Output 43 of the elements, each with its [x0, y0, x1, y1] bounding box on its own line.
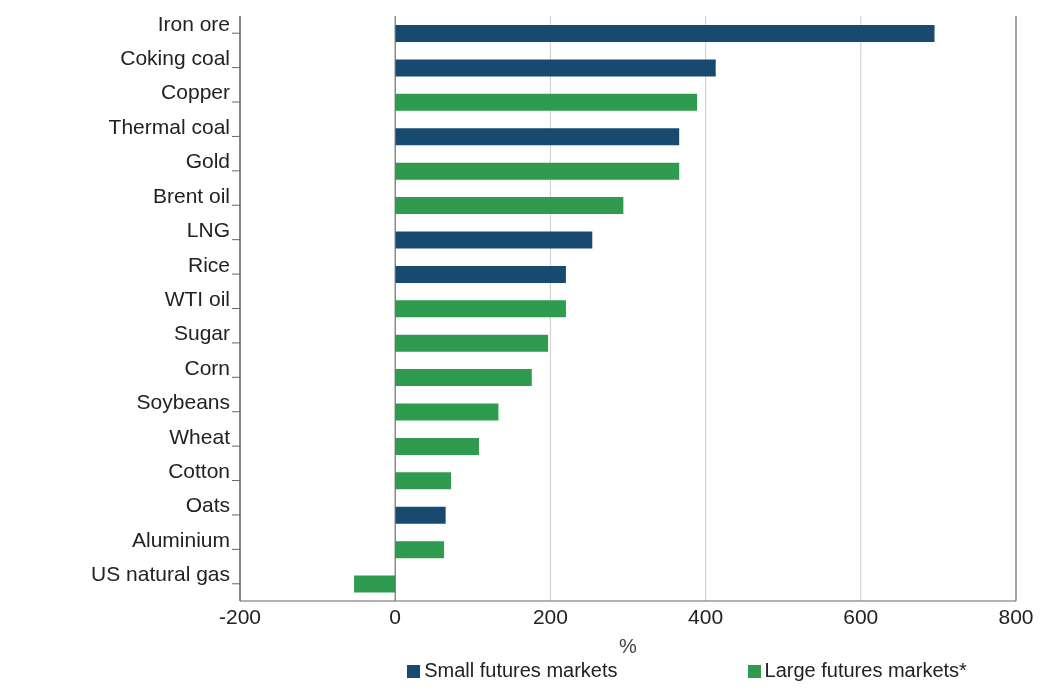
- bar: [395, 334, 549, 352]
- bar: [395, 437, 480, 455]
- bar: [395, 128, 680, 146]
- bar: [395, 265, 566, 283]
- x-tick-label: 800: [998, 604, 1034, 628]
- x-tick-label: 600: [843, 604, 879, 628]
- y-tick-label: Soybeans: [136, 390, 230, 414]
- y-tick-label: Iron ore: [157, 11, 230, 35]
- y-tick-label: Aluminium: [131, 527, 230, 551]
- y-tick-label: Wheat: [169, 424, 231, 448]
- legend-label: Small futures markets: [424, 659, 618, 681]
- x-tick-label: -200: [218, 604, 262, 628]
- y-tick-label: Oats: [185, 493, 230, 517]
- y-tick-label: Rice: [187, 252, 230, 276]
- bar: [354, 575, 396, 593]
- bar: [395, 162, 680, 180]
- y-tick-label: Brent oil: [152, 183, 230, 207]
- legend-label: Large futures markets*: [764, 659, 967, 681]
- x-tick-label: 400: [688, 604, 724, 628]
- bar: [395, 300, 566, 318]
- bar: [395, 197, 624, 215]
- y-tick-label: Corn: [184, 355, 230, 379]
- y-tick-label: Copper: [161, 80, 230, 104]
- y-tick-label: WTI oil: [164, 286, 230, 310]
- y-tick-label: US natural gas: [91, 562, 230, 586]
- x-tick-label: 0: [389, 604, 402, 628]
- bar: [395, 369, 532, 387]
- y-tick-label: LNG: [186, 218, 230, 242]
- bar: [395, 472, 452, 490]
- bar: [395, 541, 445, 559]
- y-tick-label: Gold: [185, 149, 230, 173]
- bar: [395, 59, 716, 77]
- x-tick-label: 200: [532, 604, 568, 628]
- x-axis-title: %: [619, 635, 638, 657]
- bar: [395, 231, 593, 249]
- y-tick-label: Coking coal: [120, 46, 230, 70]
- y-tick-label: Thermal coal: [108, 114, 230, 138]
- y-tick-label: Cotton: [168, 459, 230, 483]
- bar: [395, 506, 446, 524]
- y-tick-label: Sugar: [173, 321, 230, 345]
- bar: [395, 25, 935, 42]
- bar: [395, 93, 698, 111]
- bar: [395, 403, 499, 421]
